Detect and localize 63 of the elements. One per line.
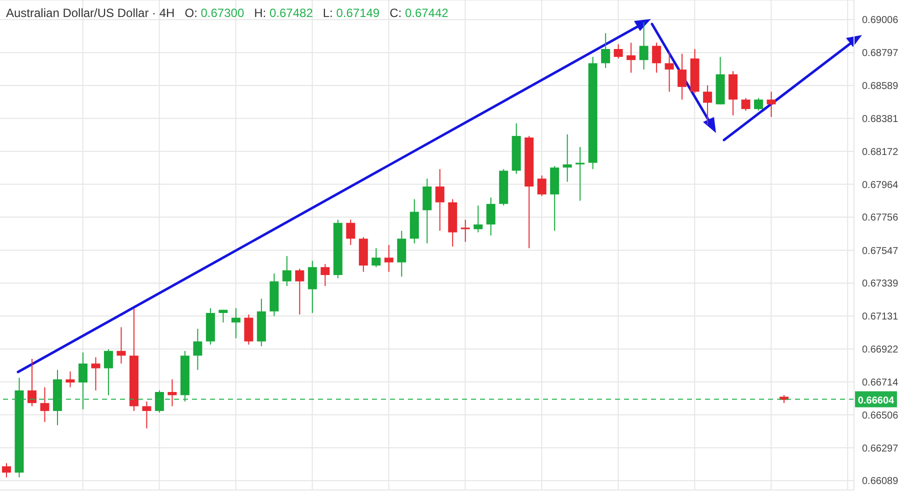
candlestick: [193, 328, 202, 370]
y-tick-label: 0.67339: [862, 278, 899, 290]
y-tick-label: 0.66922: [862, 344, 899, 356]
candlestick: [678, 53, 687, 100]
candlestick: [27, 358, 36, 407]
candlestick: [66, 370, 75, 388]
ref-line-label: 0.66604: [858, 395, 895, 406]
candlestick: [639, 22, 648, 70]
candlestick: [142, 400, 152, 429]
annotation: O: 0.67300: [184, 6, 244, 20]
y-tick-label: 0.66089: [862, 476, 899, 488]
candlestick: [703, 84, 712, 126]
candlestick: [562, 134, 572, 182]
candlestick: [664, 52, 674, 92]
y-tick-label: 0.67131: [862, 312, 899, 323]
candlestick: [116, 326, 126, 364]
candlestick: [104, 348, 113, 396]
candlestick: [78, 352, 88, 410]
candlestick: [486, 197, 496, 236]
candlestick: [601, 32, 610, 68]
y-tick-label: 0.68172: [862, 146, 899, 158]
annotation: L: 0.67149: [322, 6, 380, 20]
candlestick: [384, 244, 394, 272]
candlestick: [474, 204, 483, 233]
candlestick: [244, 314, 254, 346]
candlestick: [614, 44, 623, 59]
candlestick: [754, 98, 764, 112]
y-tick-label: 0.66506: [862, 410, 899, 422]
y-tick-label: 0.67964: [862, 180, 899, 191]
candlestick: [652, 42, 662, 74]
y-tick-label: 0.67547: [862, 246, 899, 257]
candlestick: [320, 263, 330, 287]
candlestick: [537, 174, 546, 196]
candlestick: [295, 268, 304, 316]
candlestick: [626, 42, 636, 74]
candlestick: [308, 260, 317, 314]
text: Australian Dollar/US Dollar · 4H: [6, 6, 175, 20]
candlestick: [435, 168, 444, 232]
y-tick-label: 0.67756: [862, 212, 899, 224]
candlestick: [91, 356, 100, 391]
candlestick: [397, 230, 406, 278]
y-tick-label: 0.69006: [862, 15, 899, 26]
candlestick: [40, 386, 50, 423]
y-tick-label: 0.68381: [862, 114, 899, 125]
candlestick: [460, 219, 470, 242]
candlestick: [766, 91, 776, 118]
candlestick: [168, 378, 177, 407]
annotation: C: 0.67442: [390, 6, 448, 20]
candlestick: [576, 146, 585, 202]
candlestick: [282, 256, 292, 287]
annotation: H: 0.67482: [254, 6, 313, 20]
candlestick: [154, 390, 164, 414]
y-tick-label: 0.68589: [862, 81, 899, 92]
candlestick: [218, 309, 228, 323]
candlestick: [372, 248, 381, 268]
candlestick: [422, 178, 432, 244]
y-tick-label: 0.66714: [862, 377, 899, 388]
candlestick: [2, 462, 11, 478]
y-tick-label: 0.66297: [862, 443, 899, 454]
candlestick: [741, 98, 750, 112]
candlestick: [231, 308, 240, 339]
candlestick: [346, 219, 356, 246]
y-tick-label: 0.68797: [862, 48, 899, 60]
